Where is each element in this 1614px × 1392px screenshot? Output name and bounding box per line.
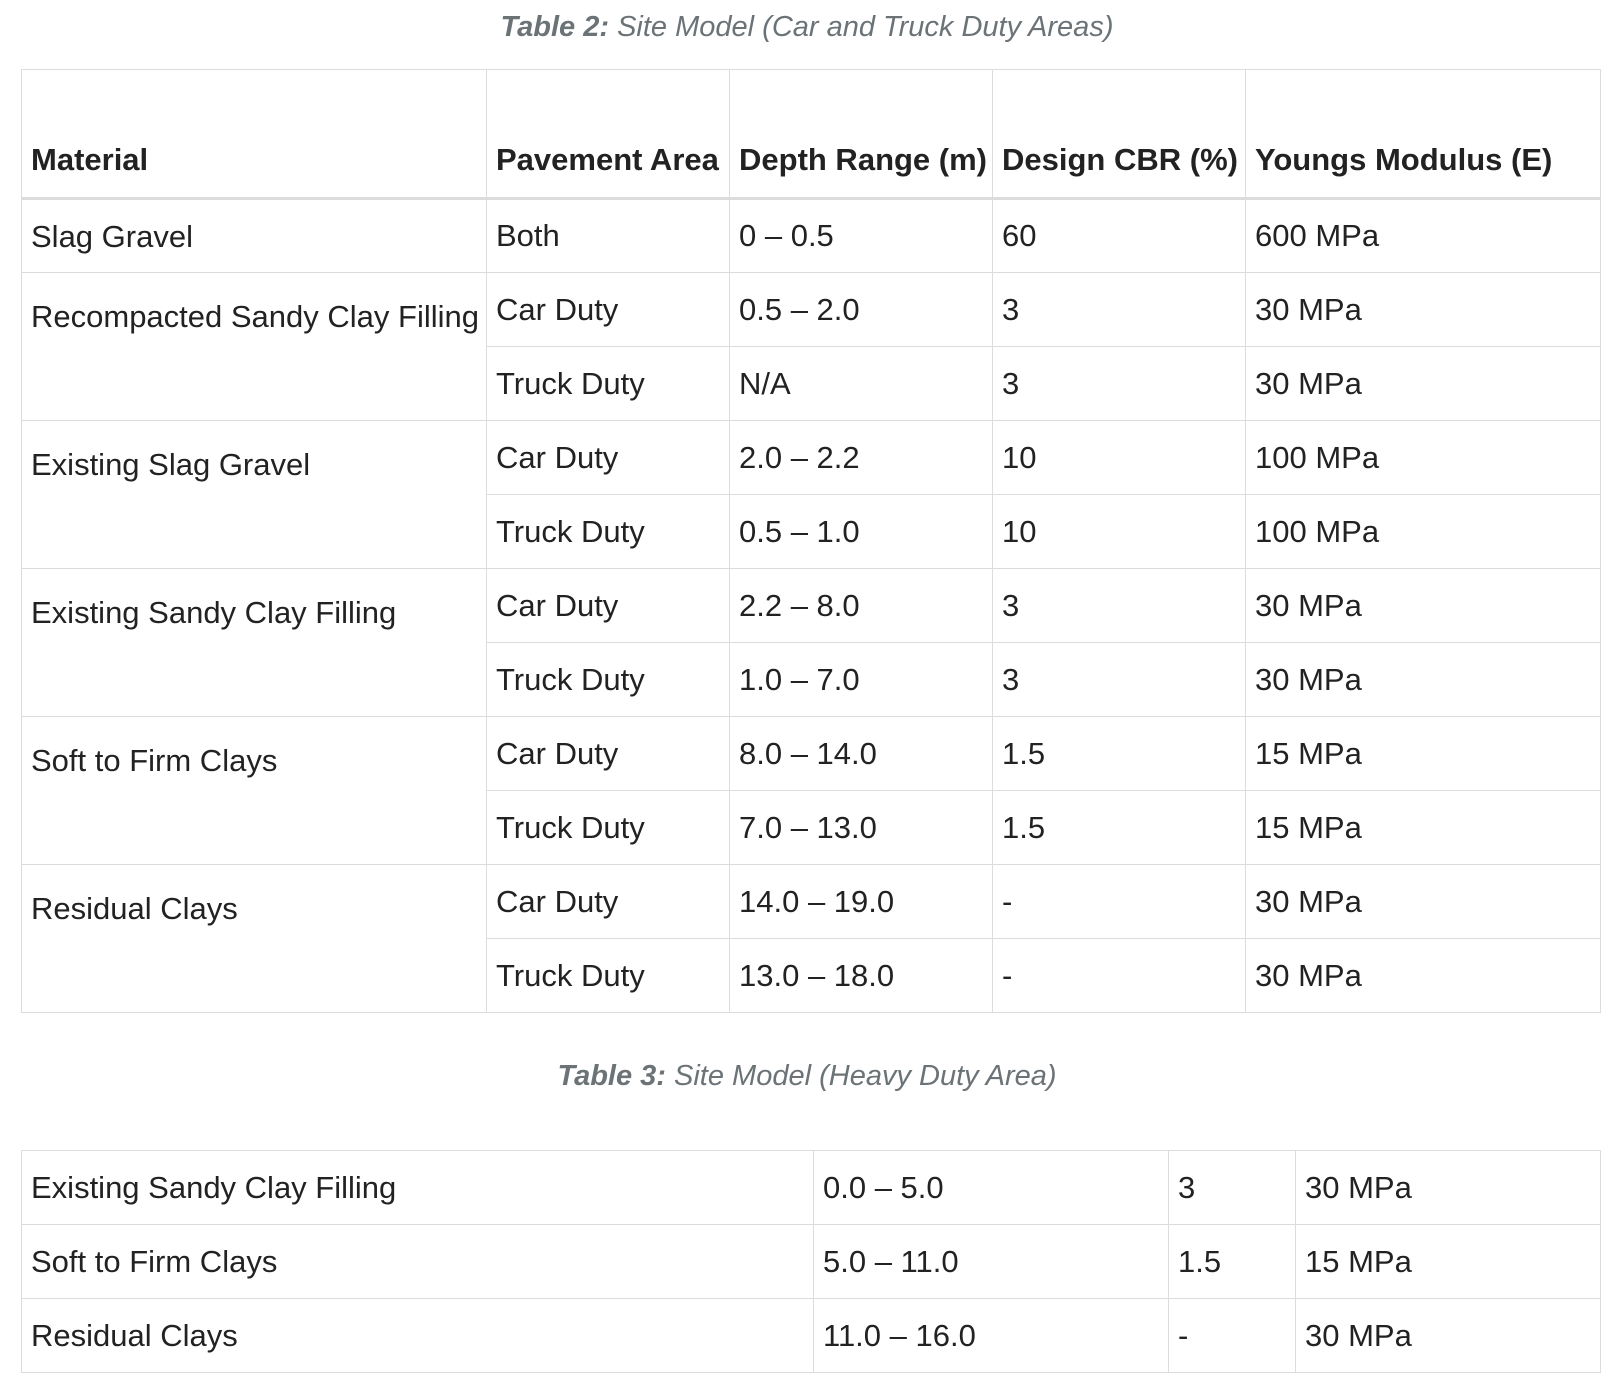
youngs-modulus-cell: 30 MPa — [1295, 1298, 1601, 1373]
table3-caption: Table 3: Site Model (Heavy Duty Area) — [0, 1060, 1614, 1093]
pavement-area-cell: Car Duty — [486, 420, 730, 495]
design-cbr-cell: 1.5 — [992, 790, 1246, 865]
depth-range-cell: 2.2 – 8.0 — [729, 568, 993, 643]
material-cell: Soft to Firm Clays — [21, 716, 487, 865]
depth-range-cell: N/A — [729, 346, 993, 421]
depth-range-cell: 2.0 – 2.2 — [729, 420, 993, 495]
pavement-area-cell: Truck Duty — [486, 938, 730, 1013]
youngs-modulus-cell: 30 MPa — [1295, 1150, 1601, 1225]
depth-range-cell: 1.0 – 7.0 — [729, 642, 993, 717]
design-cbr-cell: 3 — [992, 346, 1246, 421]
table-row: Existing Sandy Clay Filling 0.0 – 5.0 3 30 … — [21, 1150, 1601, 1225]
youngs-modulus-cell: 30 MPa — [1245, 938, 1601, 1013]
header-depth-range: Depth Range (m) — [729, 69, 993, 200]
pavement-area-cell: Truck Duty — [486, 494, 730, 569]
pavement-area-cell: Both — [486, 198, 730, 273]
table-row: Soft to Firm Clays Car Duty 8.0 – 14.0 1.5 1… — [21, 716, 1601, 865]
depth-range-cell: 14.0 – 19.0 — [729, 864, 993, 939]
table3-caption-label: Table 3: — [557, 1060, 666, 1092]
youngs-modulus-cell: 15 MPa — [1245, 790, 1601, 865]
depth-range-cell: 0.5 – 1.0 — [729, 494, 993, 569]
pavement-area-cell: Car Duty — [486, 272, 730, 347]
table-row: Soft to Firm Clays 5.0 – 11.0 1.5 15 MPa — [21, 1224, 1601, 1299]
header-material: Material — [21, 69, 487, 200]
design-cbr-cell: 60 — [992, 198, 1246, 273]
design-cbr-cell: 3 — [992, 272, 1246, 347]
header-pavement-area: Pavement Area — [486, 69, 730, 200]
depth-range-cell: 0.5 – 2.0 — [729, 272, 993, 347]
depth-range-cell: 13.0 – 18.0 — [729, 938, 993, 1013]
material-cell: Existing Sandy Clay Filling — [21, 568, 487, 717]
material-cell: Soft to Firm Clays — [21, 1224, 814, 1299]
depth-range-cell: 7.0 – 13.0 — [729, 790, 993, 865]
depth-range-cell: 0.0 – 5.0 — [813, 1150, 1169, 1225]
site-model-car-truck-table: Material Pavement Area Depth Range (m) D… — [21, 69, 1601, 1013]
table-row: Truck Duty N/A 3 30 MPa — [22, 346, 1601, 421]
material-cell: Existing Sandy Clay Filling — [21, 1150, 814, 1225]
table-row: Truck Duty 1.0 – 7.0 3 30 MPa — [22, 642, 1601, 717]
design-cbr-cell: 1.5 — [1168, 1224, 1296, 1299]
table2-caption-label: Table 2: — [500, 11, 610, 43]
pavement-area-cell: Car Duty — [486, 716, 730, 791]
material-cell: Recompacted Sandy Clay Filling — [21, 272, 487, 421]
table-row: Slag Gravel Both 0 – 0.5 60 600 MPa — [21, 198, 1601, 273]
design-cbr-cell: - — [1168, 1298, 1296, 1373]
pavement-area-cell: Car Duty — [486, 864, 730, 939]
design-cbr-cell: - — [992, 864, 1246, 939]
table2-header-row: Material Pavement Area Depth Range (m) D… — [21, 69, 1601, 200]
design-cbr-cell: 1.5 — [992, 716, 1246, 791]
depth-range-cell: 0 – 0.5 — [729, 198, 993, 273]
table-row: Truck Duty 13.0 – 18.0-30 MPa — [22, 938, 1601, 1013]
design-cbr-cell: 3 — [992, 568, 1246, 643]
table3-caption-text: Site Model (Heavy Duty Area) — [665, 1060, 1057, 1092]
table-row: Residual Clays Car Duty 14.0 – 19.0-30 MPa — [21, 864, 1601, 1013]
pavement-area-cell: Car Duty — [486, 568, 730, 643]
table-row: Truck Duty 7.0 – 13.0 1.5 15 MPa — [22, 790, 1601, 865]
site-model-heavy-duty-table: Existing Sandy Clay Filling 0.0 – 5.0 3 30 … — [21, 1150, 1601, 1373]
table-row: Truck Duty 0.5 – 1.0 10 100 MPa — [22, 494, 1601, 569]
youngs-modulus-cell: 30 MPa — [1245, 642, 1601, 717]
table2-caption: Table 2: Site Model (Car and Truck Duty … — [0, 11, 1614, 44]
design-cbr-cell: 10 — [992, 494, 1246, 569]
design-cbr-cell: 10 — [992, 420, 1246, 495]
design-cbr-cell: 3 — [992, 642, 1246, 717]
table-row: Residual Clays 11.0 – 16.0-30 MPa — [21, 1298, 1601, 1373]
material-cell: Residual Clays — [21, 1298, 814, 1373]
table2-caption-text: Site Model (Car and Truck Duty Areas) — [609, 11, 1114, 43]
depth-range-cell: 5.0 – 11.0 — [813, 1224, 1169, 1299]
table-row: Existing Slag Gravel Car Duty 2.0 – 2.2 10 1… — [21, 420, 1601, 569]
youngs-modulus-cell: 100 MPa — [1245, 494, 1601, 569]
youngs-modulus-cell: 30 MPa — [1245, 864, 1601, 939]
youngs-modulus-cell: 100 MPa — [1245, 420, 1601, 495]
pavement-area-cell: Truck Duty — [486, 642, 730, 717]
table-row: Recompacted Sandy Clay Filling Car Duty 0.… — [21, 272, 1601, 421]
youngs-modulus-cell: 30 MPa — [1245, 346, 1601, 421]
youngs-modulus-cell: 30 MPa — [1245, 272, 1601, 347]
design-cbr-cell: 3 — [1168, 1150, 1296, 1225]
youngs-modulus-cell: 600 MPa — [1245, 198, 1601, 273]
depth-range-cell: 8.0 – 14.0 — [729, 716, 993, 791]
table-row: Existing Sandy Clay Filling Car Duty 2.2 –… — [21, 568, 1601, 717]
youngs-modulus-cell: 15 MPa — [1295, 1224, 1601, 1299]
material-cell: Existing Slag Gravel — [21, 420, 487, 569]
pavement-area-cell: Truck Duty — [486, 790, 730, 865]
pavement-area-cell: Truck Duty — [486, 346, 730, 421]
youngs-modulus-cell: 30 MPa — [1245, 568, 1601, 643]
depth-range-cell: 11.0 – 16.0 — [813, 1298, 1169, 1373]
youngs-modulus-cell: 15 MPa — [1245, 716, 1601, 791]
design-cbr-cell: - — [992, 938, 1246, 1013]
header-design-cbr: Design CBR (%) — [992, 69, 1246, 200]
material-cell: Residual Clays — [21, 864, 487, 1013]
material-cell: Slag Gravel — [21, 198, 487, 273]
header-youngs-modulus: Youngs Modulus (E) — [1245, 69, 1601, 200]
